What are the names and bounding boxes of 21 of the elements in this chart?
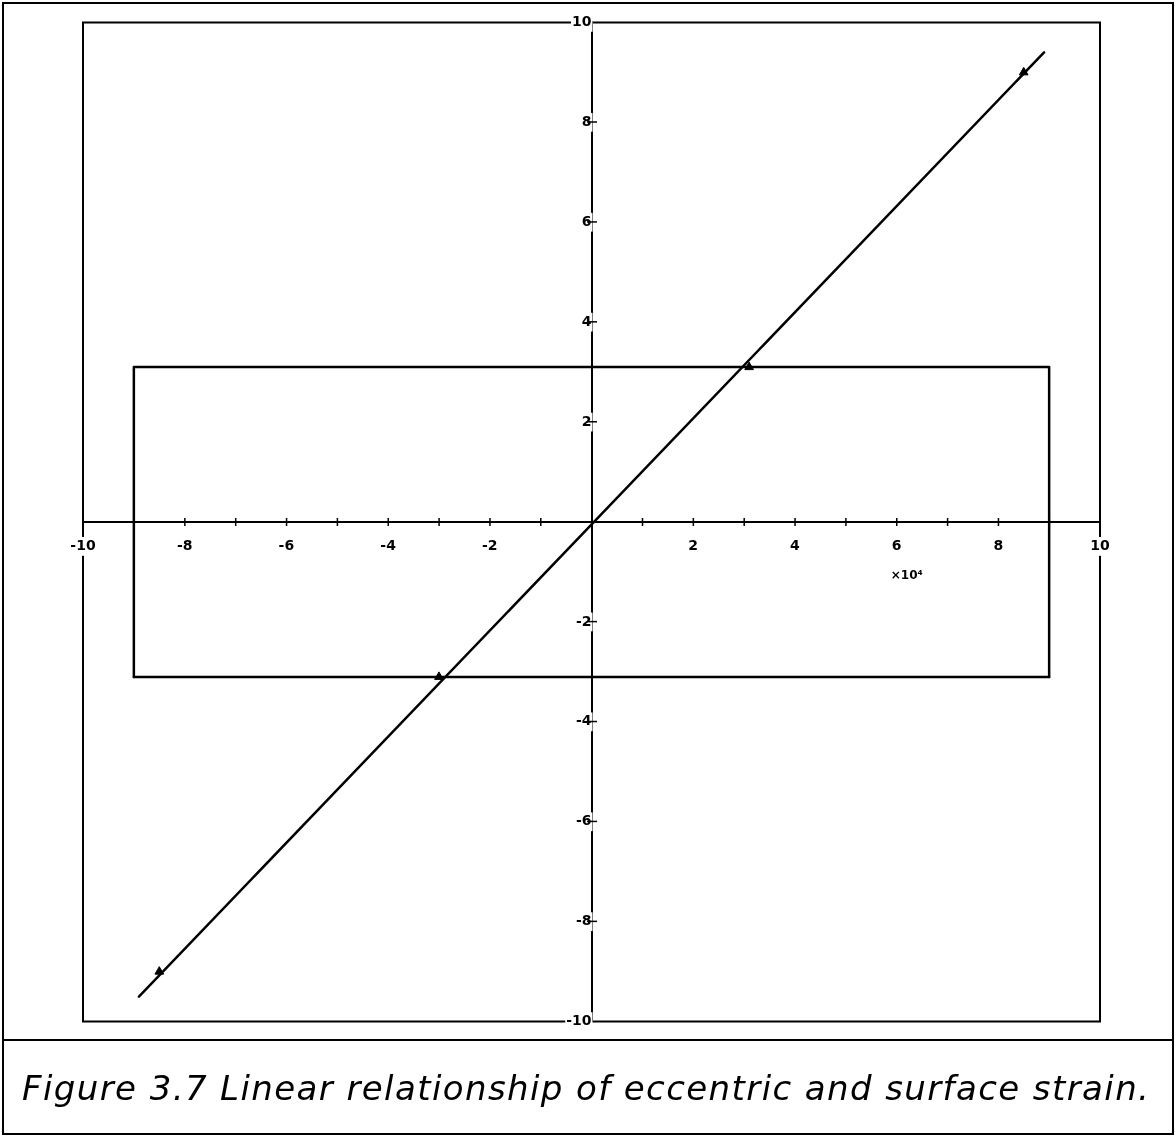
y-tick-label: 10 [572, 13, 592, 30]
x-tick-label: -10 [70, 537, 96, 554]
y-tick-label: 8 [581, 112, 592, 129]
y-tick-label: -6 [575, 812, 592, 829]
text: Figure 3.7 Linear relationship of eccentric and surface strain. [22, 1068, 1151, 1108]
x-tick-label: -4 [380, 537, 397, 554]
x-tick-label: -6 [278, 537, 295, 554]
y-tick-label: 4 [581, 312, 592, 329]
x-tick-label: 2 [688, 537, 699, 554]
x-tick-label: 10 [1090, 537, 1110, 554]
y-tick-label: -8 [575, 912, 592, 929]
y-tick-label: 2 [581, 412, 592, 429]
x-tick-label: 6 [891, 537, 902, 554]
x-tick-label: 8 [993, 537, 1004, 554]
x-axis-title: ×10⁴ [890, 568, 923, 583]
y-tick-label: 6 [581, 212, 592, 229]
x-tick-label: -2 [482, 537, 498, 554]
x-tick-label: -8 [176, 537, 193, 554]
x-tick-label: 4 [790, 537, 801, 554]
y-tick-label: -2 [575, 612, 592, 629]
y-tick-label: -10 [566, 1012, 592, 1029]
